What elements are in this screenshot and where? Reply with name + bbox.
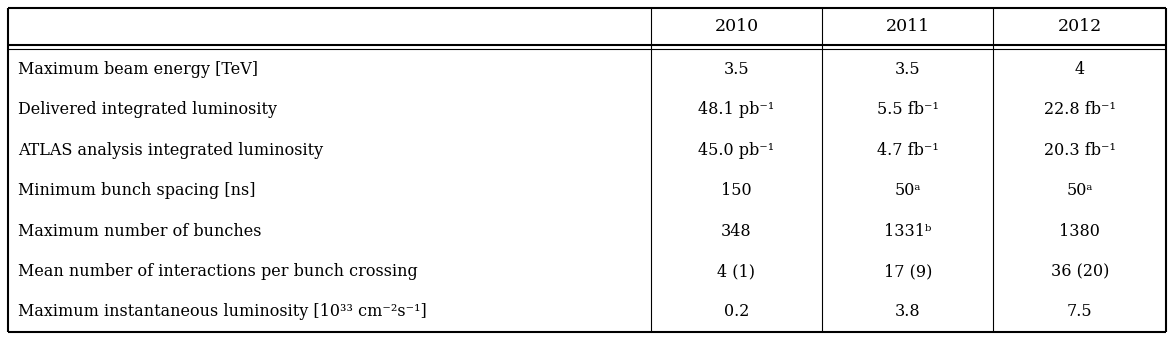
- Text: 20.3 fb⁻¹: 20.3 fb⁻¹: [1044, 142, 1115, 159]
- Text: 348: 348: [721, 222, 751, 239]
- Text: Maximum instantaneous luminosity [10³³ cm⁻²s⁻¹]: Maximum instantaneous luminosity [10³³ c…: [18, 303, 427, 320]
- Text: 1380: 1380: [1059, 222, 1100, 239]
- Text: 5.5 fb⁻¹: 5.5 fb⁻¹: [877, 101, 939, 118]
- Text: 4.7 fb⁻¹: 4.7 fb⁻¹: [877, 142, 939, 159]
- Text: 3.5: 3.5: [895, 61, 920, 78]
- Text: 17 (9): 17 (9): [884, 263, 932, 280]
- Text: 36 (20): 36 (20): [1051, 263, 1109, 280]
- Text: 0.2: 0.2: [723, 303, 749, 320]
- Text: 3.5: 3.5: [723, 61, 749, 78]
- Text: 2010: 2010: [714, 18, 758, 35]
- Text: 150: 150: [721, 182, 751, 199]
- Text: ATLAS analysis integrated luminosity: ATLAS analysis integrated luminosity: [18, 142, 323, 159]
- Text: 7.5: 7.5: [1067, 303, 1093, 320]
- Text: 50ᵃ: 50ᵃ: [895, 182, 922, 199]
- Text: 2012: 2012: [1058, 18, 1102, 35]
- Text: Minimum bunch spacing [ns]: Minimum bunch spacing [ns]: [18, 182, 256, 199]
- Text: 45.0 pb⁻¹: 45.0 pb⁻¹: [699, 142, 775, 159]
- Text: 48.1 pb⁻¹: 48.1 pb⁻¹: [699, 101, 775, 118]
- Text: Maximum number of bunches: Maximum number of bunches: [18, 222, 262, 239]
- Text: 2011: 2011: [885, 18, 930, 35]
- Text: 4 (1): 4 (1): [717, 263, 755, 280]
- Text: 22.8 fb⁻¹: 22.8 fb⁻¹: [1044, 101, 1115, 118]
- Text: Delivered integrated luminosity: Delivered integrated luminosity: [18, 101, 277, 118]
- Text: Mean number of interactions per bunch crossing: Mean number of interactions per bunch cr…: [18, 263, 418, 280]
- Text: Maximum beam energy [TeV]: Maximum beam energy [TeV]: [18, 61, 258, 78]
- Text: 1331ᵇ: 1331ᵇ: [884, 222, 931, 239]
- Text: 4: 4: [1074, 61, 1085, 78]
- Text: 3.8: 3.8: [895, 303, 920, 320]
- Text: 50ᵃ: 50ᵃ: [1066, 182, 1093, 199]
